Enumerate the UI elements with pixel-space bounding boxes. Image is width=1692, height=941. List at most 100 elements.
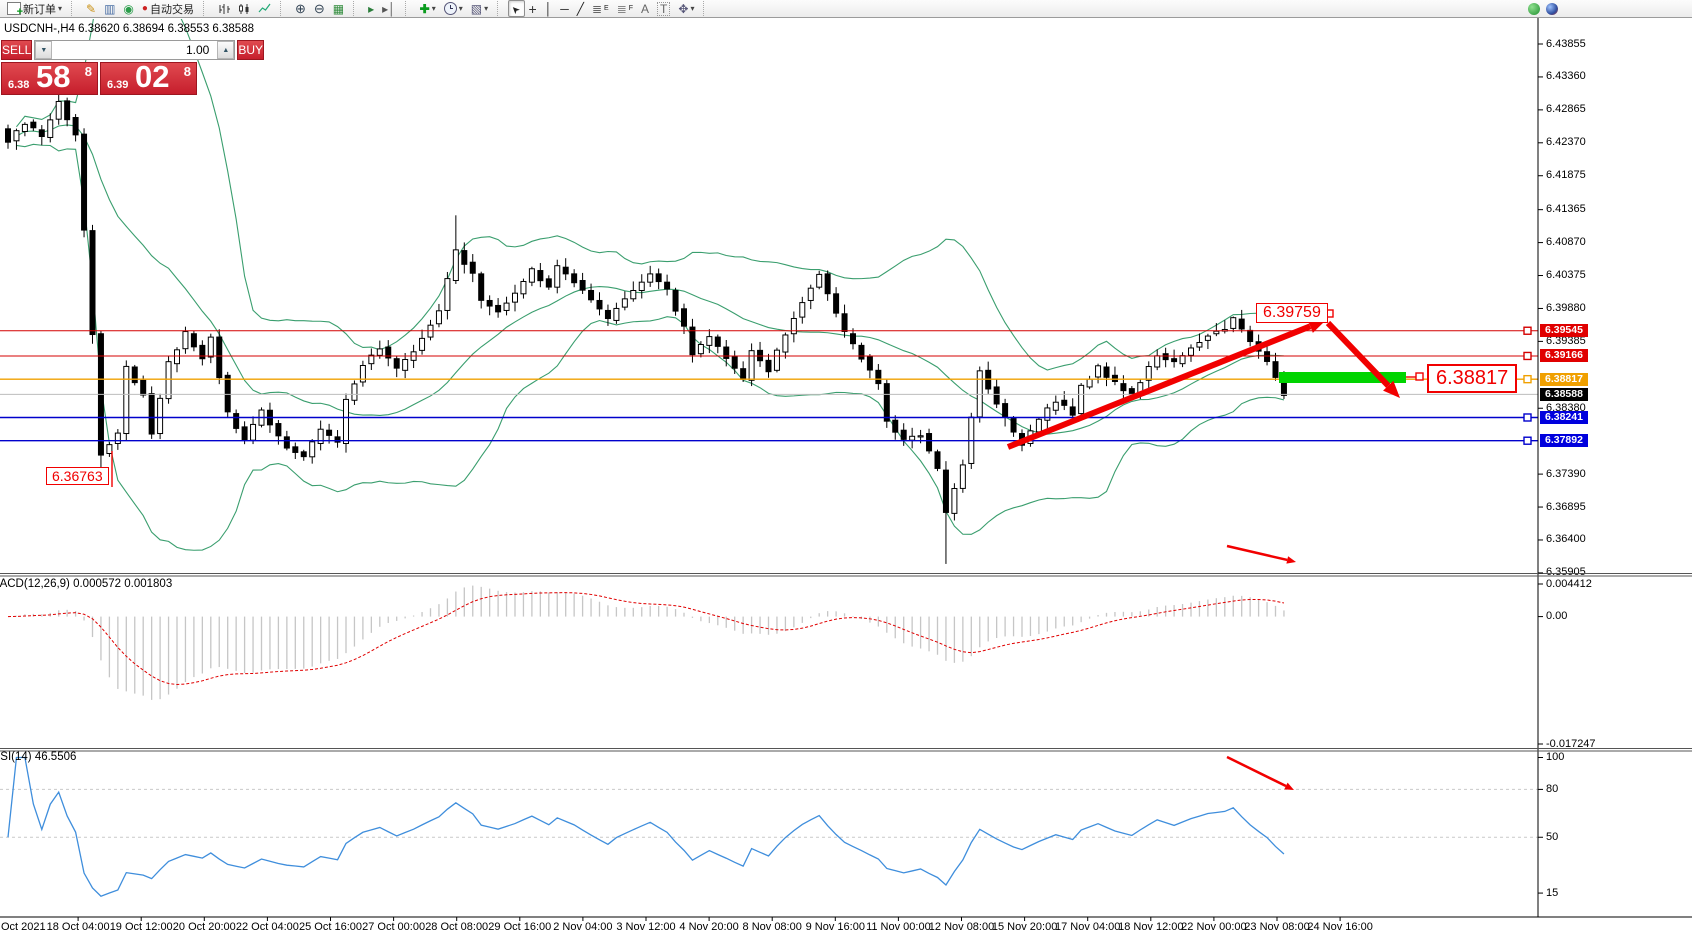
zoom-out-icon: ⊖ xyxy=(313,1,325,16)
candle-body xyxy=(1035,418,1042,433)
channel-sub-label: E xyxy=(604,5,609,12)
volume-input[interactable] xyxy=(52,41,218,59)
price-tick-label: 6.42370 xyxy=(1546,136,1586,149)
buy-price-box[interactable]: 6.39 02 8 xyxy=(100,59,197,95)
candle-body xyxy=(1111,374,1118,382)
macd-pane xyxy=(7,585,1285,700)
candlestick-chart-button[interactable] xyxy=(234,0,254,17)
candle-body xyxy=(596,299,603,310)
zoom-out-button[interactable]: ⊖ xyxy=(310,0,329,17)
macd-signal-line xyxy=(7,592,1285,686)
text-button[interactable]: A xyxy=(637,0,653,17)
candle-body xyxy=(824,273,831,295)
chart-shift-button[interactable]: ▸│ xyxy=(378,0,400,17)
horizontal-line-button[interactable]: ─ xyxy=(556,0,573,17)
rsi-trend-arrow[interactable] xyxy=(1226,755,1294,790)
signals-button[interactable]: ◉ xyxy=(119,0,137,17)
macd-trend-arrow[interactable] xyxy=(1226,544,1296,564)
downtrend-arrow[interactable] xyxy=(1325,320,1400,398)
zoom-in-button[interactable]: ⊕ xyxy=(291,0,310,17)
candle-body xyxy=(672,289,679,312)
text-label-button[interactable]: T xyxy=(653,0,674,17)
price-tag-6.38588: 6.38588 xyxy=(1540,387,1588,401)
candle-body xyxy=(131,366,138,384)
candle-body xyxy=(495,304,502,313)
buy-button[interactable]: BUY xyxy=(237,40,265,60)
tile-windows-button[interactable]: ▦ xyxy=(329,0,348,17)
vertical-line-button[interactable]: │ xyxy=(541,0,557,17)
equidistant-channel-button[interactable]: ≣ E xyxy=(588,0,613,17)
chart-window-button[interactable]: ▥ xyxy=(100,0,119,17)
candle-body xyxy=(1128,388,1135,395)
volume-decrease-button[interactable]: ▼ xyxy=(35,41,53,59)
line-handle[interactable] xyxy=(1523,326,1532,335)
autotrading-button[interactable]: ● 自动交易 xyxy=(138,0,198,17)
mql5-icon[interactable] xyxy=(1546,2,1558,15)
price-tag-6.39545: 6.39545 xyxy=(1540,324,1588,338)
bollinger-middle-band xyxy=(16,124,1284,435)
fibonacci-button[interactable]: ≣ F xyxy=(613,0,637,17)
candle-body xyxy=(72,117,79,136)
candle-body xyxy=(655,273,662,283)
uptrend-arrow[interactable] xyxy=(1006,319,1326,450)
time-axis-label: 27 Oct 00:00 xyxy=(362,921,426,933)
candle-body xyxy=(233,413,240,429)
candle-body xyxy=(1052,401,1059,411)
shapes-button[interactable]: ✥ ▾ xyxy=(678,1,695,16)
styler-button[interactable]: ✎ xyxy=(82,0,100,17)
line-handle[interactable] xyxy=(1523,413,1532,422)
candle-body xyxy=(30,121,37,129)
template-icon: ▧ xyxy=(470,1,483,16)
cursor-button[interactable]: ➤ xyxy=(508,0,525,17)
period-button[interactable]: ▾ xyxy=(440,0,467,17)
candle-body xyxy=(174,349,180,365)
time-axis-label: 25 Oct 16:00 xyxy=(299,921,362,933)
candle-body xyxy=(385,346,392,359)
template-button[interactable]: ▧ ▾ xyxy=(467,0,492,17)
candle-body xyxy=(241,426,248,441)
candle-body xyxy=(858,344,865,360)
sell-button[interactable]: SELL xyxy=(1,40,33,60)
candle-body xyxy=(89,230,96,336)
candle-body xyxy=(866,356,873,371)
candle-body xyxy=(1171,358,1178,363)
auto-scroll-button[interactable]: ▸ xyxy=(364,0,378,17)
candle-body xyxy=(833,293,840,314)
sell-price-box[interactable]: 6.38 58 8 xyxy=(1,59,98,95)
add-indicator-button[interactable]: ✚ ▾ xyxy=(416,0,440,17)
time-axis-label: 3 Nov 12:00 xyxy=(616,921,676,933)
candle-body xyxy=(1196,342,1203,348)
bar-chart-button[interactable] xyxy=(214,0,234,17)
line-chart-button[interactable] xyxy=(254,0,275,17)
fibonacci-icon: ≣ xyxy=(616,1,627,16)
candle-body xyxy=(841,313,848,332)
candle-body xyxy=(790,317,797,335)
crosshair-button[interactable]: + xyxy=(525,0,541,17)
support-zone-bar[interactable] xyxy=(1279,372,1406,383)
candle-body xyxy=(469,261,476,274)
clock-icon xyxy=(443,2,457,15)
candle-body xyxy=(38,129,45,138)
line-handle[interactable] xyxy=(1523,351,1532,361)
candle-body xyxy=(1061,399,1068,406)
community-icon[interactable] xyxy=(1528,2,1540,15)
low-price-label[interactable]: 6.36763 xyxy=(46,467,109,485)
rsi-line xyxy=(7,756,1285,897)
buy-price-point: 8 xyxy=(183,64,191,79)
candle-body xyxy=(951,488,958,514)
signal-icon: ◉ xyxy=(123,1,134,16)
macd-axis-label: -0.017247 xyxy=(1546,737,1596,750)
candle-body xyxy=(681,308,687,327)
peak-price-label[interactable]: 6.39759 xyxy=(1256,303,1328,323)
candle-body xyxy=(359,364,366,383)
price-tick-label: 6.36400 xyxy=(1546,533,1586,546)
support-label-handle[interactable] xyxy=(1415,372,1424,381)
trendline-button[interactable]: ╱ xyxy=(573,0,588,17)
new-order-button[interactable]: 新订单 ▾ xyxy=(3,0,66,18)
candle-body xyxy=(503,302,510,311)
volume-increase-button[interactable]: ▲ xyxy=(217,41,235,59)
support-price-label[interactable]: 6.38817 xyxy=(1427,364,1518,393)
line-handle[interactable] xyxy=(1523,374,1532,384)
line-handle[interactable] xyxy=(1523,436,1532,445)
